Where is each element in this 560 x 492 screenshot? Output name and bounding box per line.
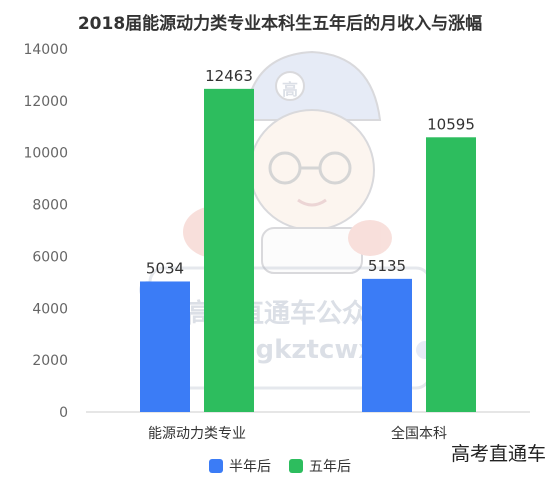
bar <box>140 281 190 412</box>
y-tick-label: 12000 <box>23 94 68 110</box>
y-tick-label: 4000 <box>32 301 68 317</box>
data-label: 12463 <box>205 67 253 85</box>
bar <box>362 278 412 412</box>
bar <box>426 137 476 412</box>
bars: 5034 12463 5135 10595 <box>140 67 476 413</box>
legend-swatch <box>289 459 303 473</box>
x-axis: 能源动力类专业 全国本科 <box>148 425 447 442</box>
watermark-badge: 高 <box>282 80 298 99</box>
y-tick-label: 2000 <box>32 353 68 369</box>
chart-title: 2018届能源动力类专业本科生五年后的月收入与涨幅 <box>78 13 482 34</box>
x-tick-label: 全国本科 <box>391 425 447 442</box>
bar <box>204 88 254 413</box>
y-tick-label: 10000 <box>23 146 68 162</box>
data-label: 5135 <box>368 257 406 275</box>
legend-swatch <box>209 459 223 473</box>
y-tick-label: 14000 <box>23 42 68 58</box>
legend: 半年后 五年后 <box>209 459 351 475</box>
y-axis: 0 2000 4000 6000 8000 10000 12000 14000 <box>23 42 68 421</box>
y-tick-label: 8000 <box>32 198 68 214</box>
data-label: 10595 <box>427 115 475 133</box>
legend-label: 半年后 <box>229 459 271 475</box>
x-tick-label: 能源动力类专业 <box>148 426 246 442</box>
y-tick-label: 0 <box>59 405 68 421</box>
corner-watermark: 高考直通车 <box>451 443 546 465</box>
legend-label: 五年后 <box>309 459 351 475</box>
data-label: 5034 <box>146 259 184 277</box>
y-tick-label: 6000 <box>32 249 68 265</box>
